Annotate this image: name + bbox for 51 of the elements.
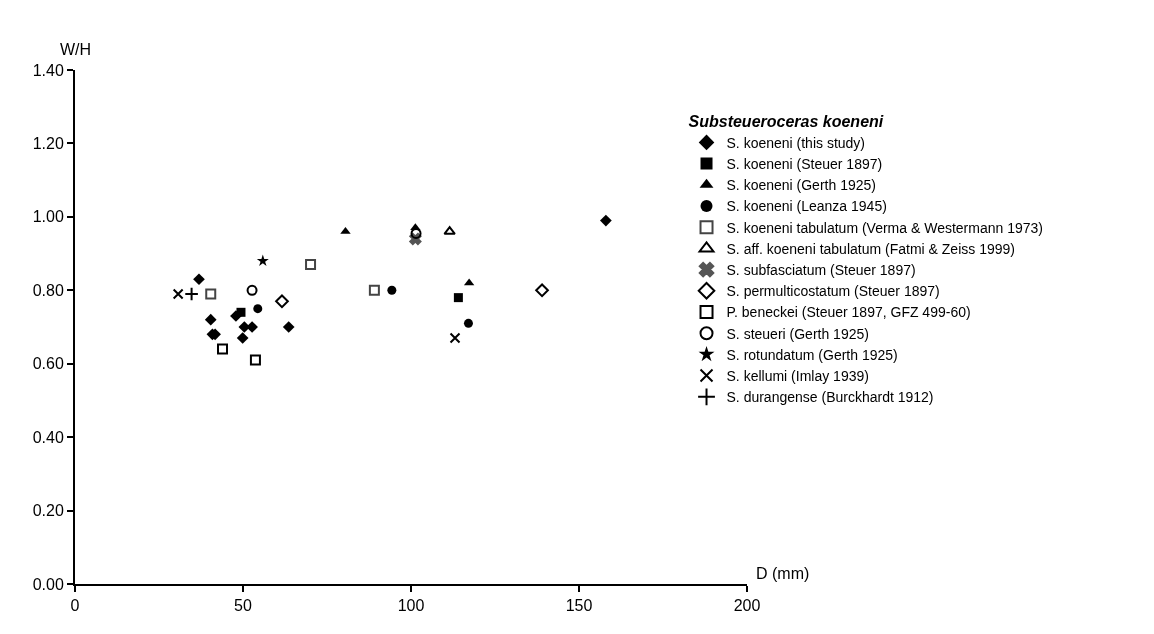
x-tick-label: 0 (70, 597, 80, 615)
point (184, 286, 199, 302)
point (282, 321, 295, 333)
point (305, 259, 317, 271)
point (449, 332, 461, 344)
x-tick-label: 100 (397, 597, 425, 615)
y-tick-label: 0.60 (32, 355, 64, 373)
y-tick-label: 1.00 (32, 208, 64, 226)
point (256, 254, 269, 267)
legend-label: S. steueri (Gerth 1925) (726, 325, 869, 342)
point (387, 285, 397, 295)
legend-label: S. kellumi (Imlay 1939) (726, 368, 869, 385)
point (368, 284, 380, 296)
y-tick-label: 1.20 (32, 135, 64, 153)
x-tick-label: 50 (234, 597, 252, 615)
y-tick-label: 0.20 (32, 502, 64, 520)
point (204, 313, 217, 326)
point (463, 318, 473, 328)
point (275, 294, 289, 309)
legend-label: S. aff. koeneni tabulatum (Fatmi & Zeiss 1999) (726, 240, 1015, 257)
legend-label: S. rotundatum (Gerth 1925) (726, 346, 898, 363)
point (193, 273, 205, 286)
legend-label: S. koeneni (Steuer 1897) (726, 156, 883, 173)
legend-label: S. koeneni (Leanza 1945) (726, 198, 887, 215)
y-tick-label: 0.80 (32, 281, 64, 299)
point (453, 293, 463, 303)
legend-label: S. subfasciatum (Steuer 1897) (726, 262, 916, 279)
point (253, 304, 263, 314)
point (249, 354, 261, 366)
legend-label: S. durangense (Burckhardt 1912) (726, 389, 934, 406)
legend-label: S. permulticostatum (Steuer 1897) (726, 283, 940, 300)
y-tick-label: 0.40 (32, 428, 64, 446)
legend-label: S. koeneni (Gerth 1925) (726, 177, 876, 194)
point (172, 288, 184, 300)
y-tick-label: 1.40 (32, 61, 64, 79)
x-axis-title: D (mm) (756, 565, 810, 582)
point (217, 343, 228, 355)
point (246, 284, 258, 296)
point (600, 214, 612, 227)
point (236, 307, 246, 317)
legend-label: S. koeneni tabulatum (Verma & Westermann 1973) (726, 219, 1043, 236)
legend-label: P. beneckei (Steuer 1897, GFZ 499-60) (726, 304, 971, 321)
point (205, 288, 217, 300)
point (535, 283, 549, 298)
point (236, 332, 249, 344)
legend-label: S. koeneni (this study) (726, 134, 866, 151)
x-tick-label: 150 (565, 597, 593, 615)
y-axis-title: W/H (60, 41, 92, 58)
legend-title: Substeueroceras koeneni (688, 112, 884, 130)
x-tick-label: 200 (733, 597, 761, 615)
y-tick-label: 0.00 (32, 575, 64, 593)
